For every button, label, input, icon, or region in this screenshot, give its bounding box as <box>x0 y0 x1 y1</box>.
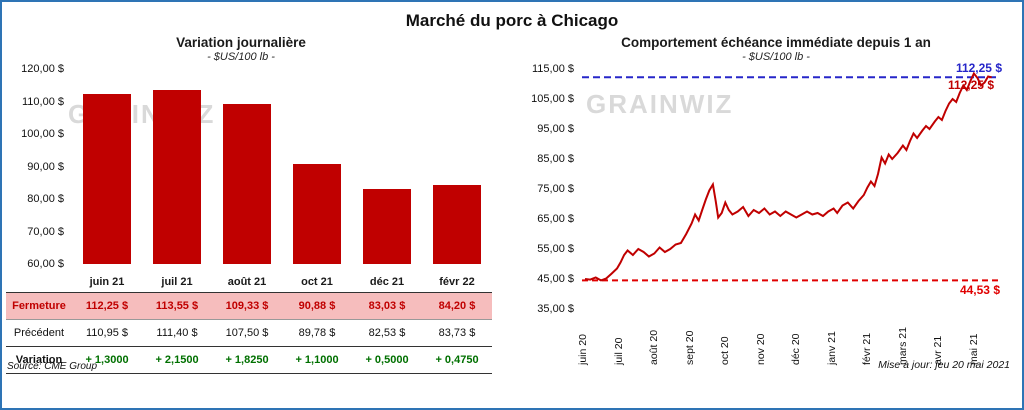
y-axis-label: 65,00 $ <box>537 213 574 225</box>
line-plot-area: 112,25 $ 112,25 $ 44,53 $ <box>582 61 1002 309</box>
table-header-row: juin 21 juil 21 août 21 oct 21 déc 21 févr 22 <box>6 272 492 293</box>
x-axis-label: janv 21 <box>825 331 838 365</box>
left-chart-title: Variation journalière <box>176 35 306 50</box>
line-y-axis: 115,00 $ 105,00 $ 95,00 $ 85,00 $ 75,00 $ 65,… <box>516 63 574 315</box>
line-x-axis: juin 20 juil 20 août 20 sept 20 oct 20 nov 20… <box>577 313 1012 365</box>
cell-value: 107,50 $ <box>212 319 282 347</box>
cell-value: 110,95 $ <box>72 319 142 347</box>
x-axis-label: avr 21 <box>932 335 945 365</box>
bar-déc 21 <box>363 189 411 264</box>
cell-value: 111,40 $ <box>142 319 212 347</box>
page-title: Marché du porc à Chicago <box>405 11 619 30</box>
y-axis-label: 120,00 $ <box>21 63 64 75</box>
x-axis-label: juil 20 <box>612 337 625 365</box>
x-axis-label: août 20 <box>648 329 661 365</box>
cell-value: 112,25 $ <box>72 292 142 320</box>
x-axis-label: oct 20 <box>719 336 732 365</box>
bar-févr 22 <box>433 185 481 264</box>
cell-value: 113,55 $ <box>142 292 212 320</box>
low-value-label: 44,53 $ <box>959 283 1000 298</box>
cell-value: + 0,4750 <box>422 346 492 374</box>
daily-variation-panel: Variation journalière - $US/100 lb - GRA… <box>2 31 516 374</box>
month-header: juil 21 <box>142 272 212 293</box>
cell-value: 89,78 $ <box>282 319 352 347</box>
left-chart-subtitle: - $US/100 lb - <box>207 51 275 63</box>
x-axis-label: nov 20 <box>754 333 767 365</box>
bar-plot-area <box>72 69 492 264</box>
bar-juil 21 <box>153 89 201 264</box>
right-chart-title: Comportement échéance immédiate depuis 1… <box>621 35 931 50</box>
month-header: déc 21 <box>352 272 422 293</box>
front-month-panel: Comportement échéance immédiate depuis 1… <box>516 31 1018 374</box>
bar-y-axis: 120,00 $ 110,00 $ 100,00 $ 90,00 $ 80,00 $ 70… <box>6 63 64 270</box>
y-axis-label: 60,00 $ <box>27 258 64 270</box>
bar-juin 21 <box>83 94 131 264</box>
grainwiz-watermark: GRAINWIZ <box>586 89 734 119</box>
y-axis-label: 100,00 $ <box>21 128 64 140</box>
x-axis-label: sept 20 <box>683 330 696 365</box>
bar-août 21 <box>223 103 271 264</box>
cell-value: 83,03 $ <box>352 292 422 320</box>
row-label: Variation <box>6 346 72 374</box>
y-axis-label: 75,00 $ <box>537 183 574 195</box>
x-axis-label: juin 20 <box>577 334 589 365</box>
cell-value: 82,53 $ <box>352 319 422 347</box>
line-chart: GRAINWIZ 115,00 $ 105,00 $ 95,00 $ 85,00 $ 7… <box>516 61 1018 315</box>
y-axis-label: 85,00 $ <box>537 153 574 165</box>
source-note: Source: CME Group <box>7 361 98 372</box>
cell-value: + 0,5000 <box>352 346 422 374</box>
price-line <box>584 71 992 282</box>
y-axis-label: 35,00 $ <box>537 303 574 315</box>
x-axis-label: mai 21 <box>967 333 980 365</box>
month-header: oct 21 <box>282 272 352 293</box>
table-row: Précédent 110,95 $111,40 $107,50 $89,78 $… <box>6 319 492 347</box>
y-axis-label: 80,00 $ <box>27 193 64 205</box>
month-header: août 21 <box>212 272 282 293</box>
update-note: Mise à jour: jeu 20 mai 2021 <box>878 359 1010 371</box>
y-axis-label: 115,00 $ <box>531 63 574 75</box>
cell-value: 84,20 $ <box>422 292 492 320</box>
row-label: Fermeture <box>6 292 72 320</box>
bar-chart: GRAINWIZ 120,00 $110,00 $100,00 $90,00 $… <box>6 63 516 270</box>
bar-oct 21 <box>293 163 341 264</box>
y-axis-label: 95,00 $ <box>537 123 574 135</box>
cell-value: + 1,3000 <box>72 346 142 374</box>
last-value-label: 112,25 $ <box>947 78 994 93</box>
x-axis-label: mars 21 <box>896 327 909 365</box>
cell-value: + 1,1000 <box>282 346 352 374</box>
month-header: juin 21 <box>72 272 142 293</box>
price-table: juin 21 juil 21 août 21 oct 21 déc 21 févr 22… <box>6 272 492 374</box>
table-row: Fermeture 112,25 $113,55 $109,33 $90,88 $… <box>6 292 492 320</box>
month-header: févr 22 <box>422 272 492 293</box>
x-axis-label: déc 20 <box>790 333 803 365</box>
x-axis-label: févr 21 <box>861 332 874 365</box>
cell-value: 109,33 $ <box>212 292 282 320</box>
row-label: Précédent <box>6 319 72 347</box>
y-axis-label: 70,00 $ <box>27 225 64 238</box>
line-svg <box>582 71 1000 282</box>
cell-value: 83,73 $ <box>422 319 492 347</box>
high-value-label: 112,25 $ <box>955 61 1002 76</box>
cell-value: + 1,8250 <box>212 346 282 374</box>
y-axis-label: 55,00 $ <box>537 243 574 255</box>
y-axis-label: 110,00 $ <box>21 95 64 108</box>
y-axis-label: 105,00 $ <box>531 93 574 105</box>
table-row: Variation + 1,3000 + 2,1500 + 1,8250 + 1,100… <box>6 346 492 374</box>
cell-value: + 2,1500 <box>142 346 212 374</box>
right-chart-subtitle: - $US/100 lb - <box>742 51 810 63</box>
cell-value: 90,88 $ <box>282 292 352 320</box>
y-axis-label: 90,00 $ <box>27 160 64 173</box>
y-axis-label: 45,00 $ <box>537 273 574 285</box>
